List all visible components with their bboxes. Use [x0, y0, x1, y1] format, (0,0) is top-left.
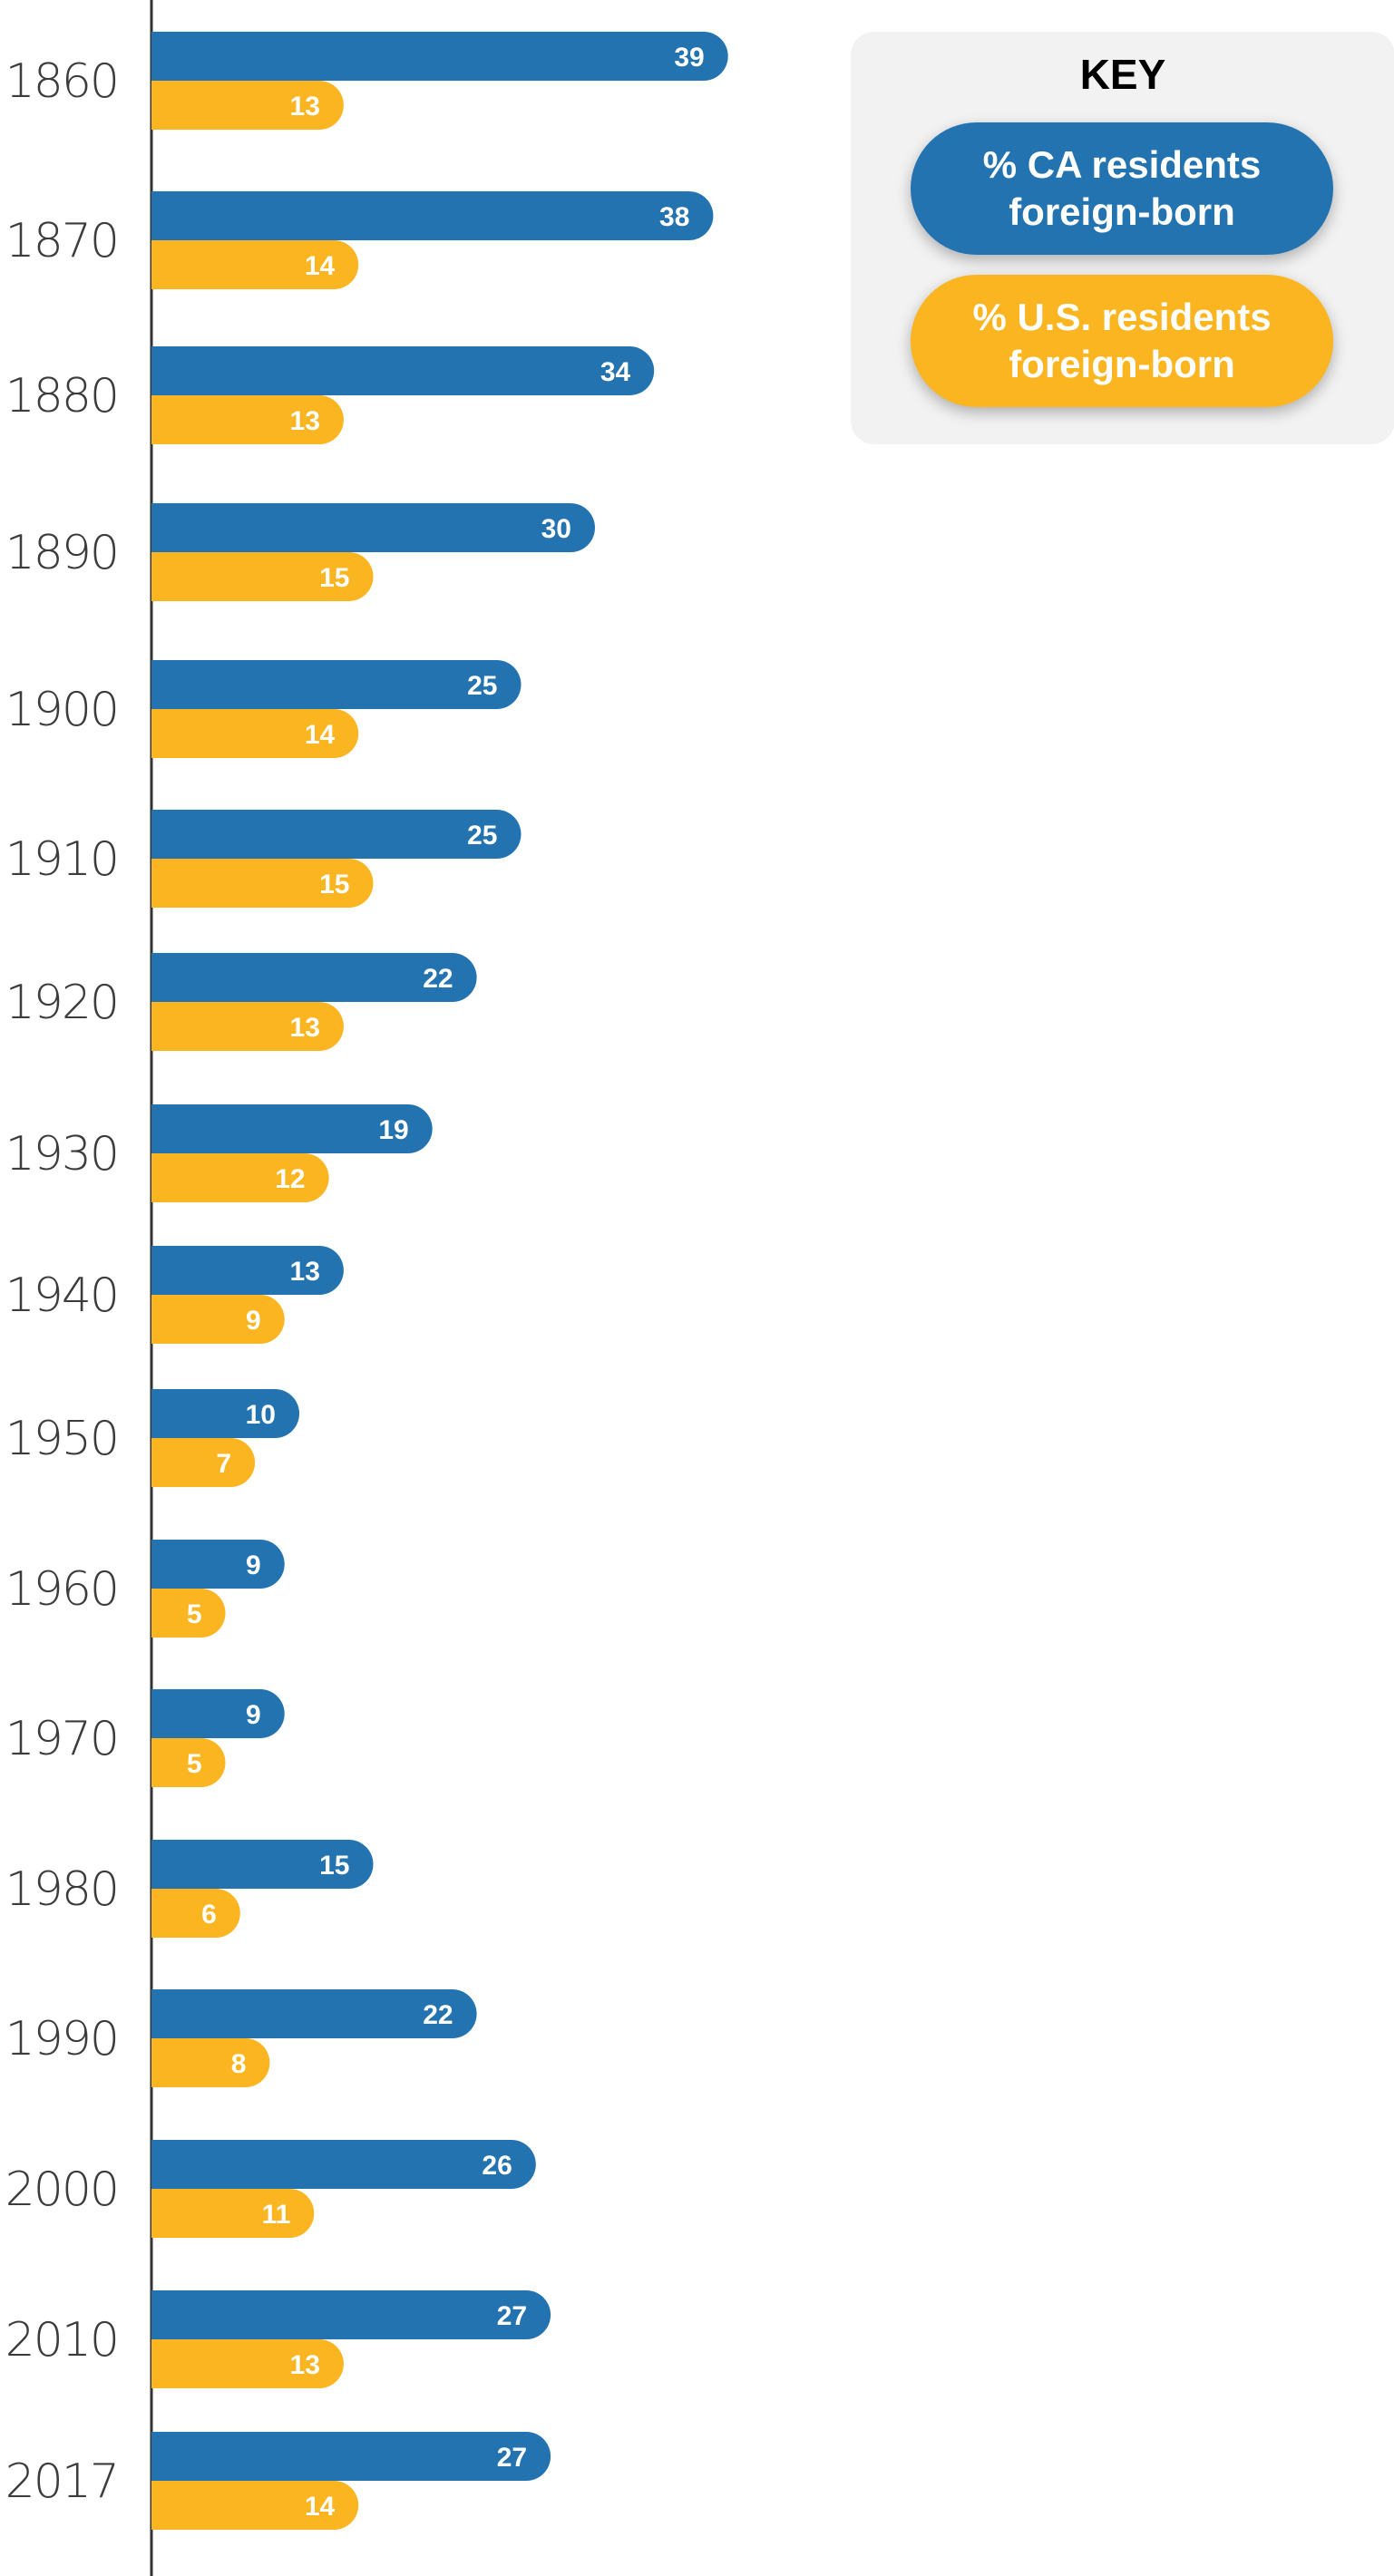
bar-ca-1910: [151, 810, 522, 859]
bar-ca-1860: [151, 32, 728, 81]
bar-us-1970-label: 5: [187, 1749, 202, 1779]
year-label-1970: 1970: [5, 1712, 118, 1766]
bar-us-1910-label: 15: [319, 870, 349, 899]
year-label-1990: 1990: [5, 2012, 118, 2066]
bar-us-1890-label: 15: [319, 563, 349, 593]
bar-ca-1870-label: 38: [659, 202, 689, 232]
legend-label-ca: % CA residents foreign-born: [982, 143, 1262, 233]
bar-ca-2010-label: 27: [497, 2301, 527, 2331]
legend-item-ca: % CA residents foreign-born: [911, 122, 1333, 255]
bar-us-1950-label: 7: [216, 1449, 231, 1479]
bar-us-1920-label: 13: [290, 1013, 320, 1043]
year-label-1860: 1860: [5, 54, 118, 109]
bar-ca-1880: [151, 346, 655, 395]
bar-ca-1890-label: 30: [541, 514, 571, 544]
legend: KEY % CA residents foreign-born % U.S. r…: [851, 32, 1394, 444]
bar-ca-1890: [151, 503, 595, 552]
bar-us-2000: [151, 2189, 315, 2238]
bar-us-2017-label: 14: [305, 2492, 336, 2522]
bar-us-1940: [151, 1295, 285, 1344]
bar-ca-2017: [151, 2432, 551, 2481]
year-label-1910: 1910: [5, 832, 118, 887]
year-label-1870: 1870: [5, 214, 118, 268]
year-label-1890: 1890: [5, 526, 118, 580]
bar-us-1950: [151, 1438, 256, 1487]
bar-ca-1980: [151, 1840, 374, 1889]
bar-ca-1990-label: 22: [423, 2000, 453, 2030]
bar-ca-2000-label: 26: [482, 2151, 512, 2181]
year-label-1900: 1900: [5, 683, 118, 737]
bar-us-1960-label: 5: [187, 1599, 202, 1629]
bar-us-1930: [151, 1153, 329, 1202]
bar-ca-2000: [151, 2140, 536, 2189]
bar-us-1960: [151, 1589, 226, 1638]
bar-us-1920: [151, 1002, 344, 1051]
bar-ca-1860-label: 39: [674, 43, 704, 73]
bar-ca-1960: [151, 1540, 285, 1589]
bar-ca-1940-label: 13: [290, 1257, 320, 1287]
bar-ca-1950: [151, 1389, 299, 1438]
bar-us-1910: [151, 859, 374, 908]
bar-ca-1910-label: 25: [467, 821, 497, 851]
bar-us-1860: [151, 81, 344, 130]
bar-ca-1920-label: 22: [423, 964, 453, 994]
bar-ca-1900-label: 25: [467, 671, 497, 701]
bar-us-1930-label: 12: [275, 1164, 305, 1194]
year-label-1960: 1960: [5, 1562, 118, 1617]
bar-us-2010-label: 13: [290, 2350, 320, 2380]
bar-us-2017: [151, 2481, 359, 2530]
bar-us-1870-label: 14: [305, 251, 336, 281]
bar-us-1900-label: 14: [305, 720, 336, 750]
bar-ca-1970: [151, 1689, 285, 1738]
year-label-1980: 1980: [5, 1862, 118, 1917]
bar-us-1990-label: 8: [231, 2049, 247, 2079]
bar-ca-1920: [151, 953, 477, 1002]
year-label-2017: 2017: [5, 2454, 118, 2509]
bar-us-1890: [151, 552, 374, 601]
bar-ca-2017-label: 27: [497, 2443, 527, 2473]
year-label-1880: 1880: [5, 369, 118, 423]
year-label-2000: 2000: [5, 2163, 118, 2217]
bar-us-2000-label: 11: [262, 2200, 291, 2230]
bar-us-1860-label: 13: [290, 92, 320, 122]
bar-us-2010: [151, 2339, 344, 2388]
bars-group: 39 13 1860 38 14 1870 34 13 1880 30 15 1890 25 14 1900…: [5, 32, 728, 2530]
legend-title: KEY: [1079, 51, 1166, 98]
bar-us-1980-label: 6: [201, 1900, 217, 1930]
bar-us-1880-label: 13: [290, 406, 320, 436]
bar-us-1990: [151, 2038, 270, 2087]
bar-ca-1870: [151, 191, 714, 240]
year-label-1940: 1940: [5, 1269, 118, 1323]
year-label-1930: 1930: [5, 1127, 118, 1181]
bar-ca-1940: [151, 1246, 344, 1295]
bar-ca-1880-label: 34: [600, 357, 631, 387]
bar-us-1880: [151, 395, 344, 444]
bar-us-1870: [151, 240, 359, 289]
year-label-2010: 2010: [5, 2313, 118, 2367]
bar-ca-1970-label: 9: [246, 1700, 261, 1730]
bar-us-1980: [151, 1889, 240, 1938]
bar-ca-1930: [151, 1104, 433, 1153]
legend-item-us: % U.S. residents foreign-born: [911, 275, 1333, 407]
bar-ca-1930-label: 19: [378, 1115, 408, 1145]
bar-ca-1960-label: 9: [246, 1550, 261, 1580]
bar-ca-1980-label: 15: [319, 1851, 349, 1881]
bar-ca-1900: [151, 660, 522, 709]
year-label-1950: 1950: [5, 1412, 118, 1466]
bar-us-1900: [151, 709, 359, 758]
bar-ca-1990: [151, 1989, 477, 2038]
bar-ca-1950-label: 10: [246, 1400, 276, 1430]
bar-us-1970: [151, 1738, 226, 1787]
year-label-1920: 1920: [5, 976, 118, 1030]
legend-label-us: % U.S. residents foreign-born: [972, 296, 1272, 385]
bar-ca-2010: [151, 2290, 551, 2339]
bar-us-1940-label: 9: [246, 1306, 261, 1336]
